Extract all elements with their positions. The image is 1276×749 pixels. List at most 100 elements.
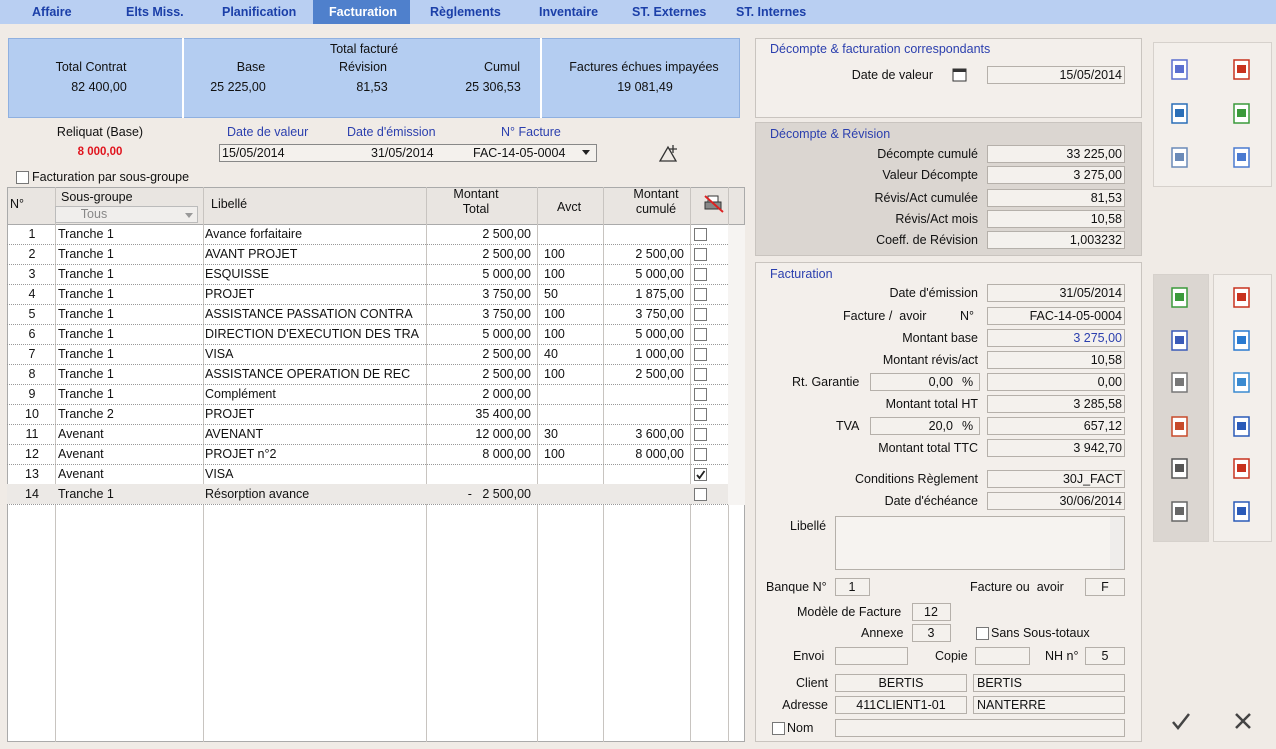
icon (1233, 501, 1250, 522)
icon (1171, 147, 1188, 168)
checkbox[interactable] (976, 626, 989, 640)
tab[interactable]: Affaire (32, 5, 72, 19)
toolbar-button[interactable] (1170, 501, 1190, 523)
field (987, 66, 1125, 84)
label: % (962, 375, 974, 389)
label: N° (960, 309, 975, 323)
tab[interactable]: Elts Miss. (126, 5, 184, 19)
cell: ASSISTANCE PASSATION CONTRA (205, 307, 413, 321)
combo[interactable] (219, 144, 597, 162)
cell: - 2 500,00 (467, 487, 531, 501)
cell (544, 486, 599, 502)
cell: AVENANT (205, 427, 264, 441)
checkbox[interactable] (694, 267, 707, 281)
checkbox[interactable] (694, 367, 707, 381)
checkbox[interactable] (694, 387, 707, 401)
icon (1171, 103, 1188, 124)
label: Valeur Décompte (882, 168, 978, 182)
toolbar-button[interactable] (1170, 458, 1190, 480)
tab[interactable]: Inventaire (539, 5, 599, 19)
checkbox[interactable] (694, 487, 707, 501)
cancel-button[interactable] (1232, 710, 1254, 732)
field-value: FAC-14-05-0004 (1029, 309, 1122, 323)
field-value: 1 (848, 580, 856, 594)
delta-icon (658, 145, 678, 162)
delta-button[interactable] (657, 142, 681, 164)
toolbar-button[interactable] (1232, 501, 1252, 523)
toolbar-button[interactable] (1170, 103, 1190, 125)
field-value: 81,53 (1090, 191, 1122, 205)
confirm-button[interactable] (1170, 710, 1192, 732)
checkbox[interactable] (694, 347, 707, 361)
toolbar-button[interactable] (1170, 287, 1190, 309)
toolbar-button[interactable] (1170, 372, 1190, 394)
toolbar-button[interactable] (1170, 147, 1190, 169)
label: Facturation par sous-groupe (32, 170, 190, 184)
tab[interactable]: ST. Internes (736, 5, 807, 19)
label: Facture ou avoir (970, 580, 1064, 594)
label: Total facturé (329, 42, 399, 56)
cell: 10 (25, 407, 39, 421)
cell: VISA (205, 467, 234, 481)
checkbox[interactable] (694, 307, 707, 321)
checkbox[interactable] (694, 247, 707, 261)
toolbar-button[interactable] (1232, 59, 1252, 81)
cell: 1 (28, 227, 36, 241)
toolbar-button[interactable] (1170, 59, 1190, 81)
label: TVA (836, 419, 860, 433)
checkbox[interactable] (694, 427, 707, 441)
icon (1233, 103, 1250, 124)
field-value: 33 225,00 (1066, 147, 1122, 161)
field (1085, 647, 1125, 665)
checkbox[interactable] (694, 287, 707, 301)
toolbar-button[interactable] (1232, 416, 1252, 438)
cell: Tranche 1 (58, 387, 114, 401)
toolbar-button[interactable] (1232, 287, 1252, 309)
label: Date d'émission (347, 125, 436, 139)
field-value: F (1101, 580, 1109, 594)
calendar (952, 68, 967, 82)
label: Base (236, 60, 266, 74)
checkbox[interactable] (694, 407, 707, 421)
cell: 30 (544, 427, 558, 441)
cell: 5 000,00 (635, 267, 684, 281)
toolbar-button[interactable] (1170, 330, 1190, 352)
toolbar-button[interactable] (1232, 330, 1252, 352)
cell: 40 (544, 347, 558, 361)
tab[interactable]: ST. Externes (632, 5, 707, 19)
checkbox[interactable] (772, 721, 785, 735)
checkbox[interactable] (694, 327, 707, 341)
checkbox[interactable] (694, 227, 707, 241)
label: Décompte & facturation correspondants (770, 42, 991, 56)
icon (1171, 372, 1188, 393)
print-icon[interactable] (703, 194, 725, 214)
row-line (7, 424, 728, 425)
scrollbar (1110, 517, 1124, 569)
label: Montant total HT (885, 397, 978, 411)
combo-value: 15/05/2014 (222, 146, 285, 160)
cell: 1 875,00 (635, 287, 684, 301)
field (987, 231, 1125, 249)
icon (1233, 372, 1250, 393)
toolbar-button[interactable] (1232, 103, 1252, 125)
cell: 50 (544, 287, 558, 301)
label: Cumul (483, 60, 521, 74)
calendar-icon[interactable] (952, 67, 967, 82)
toolbar-button[interactable] (1170, 416, 1190, 438)
cell: 5 000,00 (482, 267, 531, 281)
checkbox[interactable] (694, 467, 707, 481)
toolbar-button[interactable] (1232, 147, 1252, 169)
field (987, 351, 1125, 369)
checkbox[interactable] (16, 170, 29, 184)
tab[interactable]: Règlements (430, 5, 501, 19)
label: Montant révis/act (882, 353, 978, 367)
tab[interactable]: Planification (222, 5, 297, 19)
tab[interactable]: Facturation (329, 5, 398, 19)
cell: ASSISTANCE OPERATION DE REC (205, 367, 411, 381)
cell: 2 000,00 (482, 387, 531, 401)
field (987, 189, 1125, 207)
filter-box[interactable] (55, 206, 198, 223)
toolbar-button[interactable] (1232, 458, 1252, 480)
checkbox[interactable] (694, 447, 707, 461)
toolbar-button[interactable] (1232, 372, 1252, 394)
